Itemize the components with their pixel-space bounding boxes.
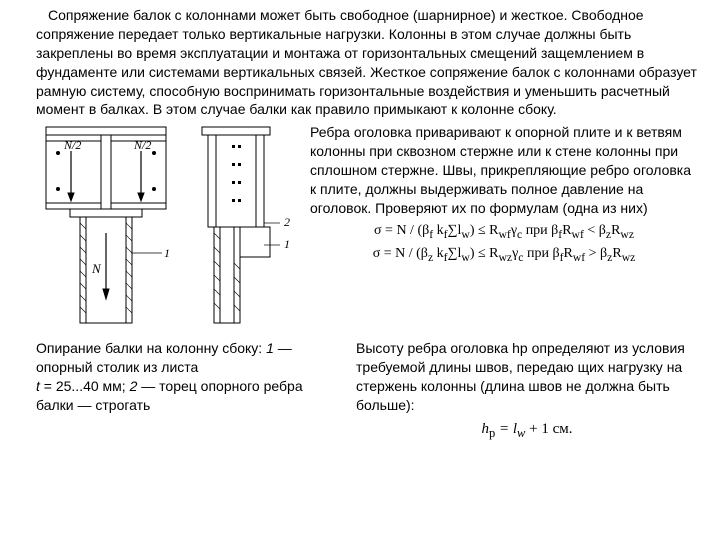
right-paragraph: Ребра оголовка приваривают к опорной пли… bbox=[310, 123, 698, 217]
intro-paragraph: Сопряжение балок с колоннами может быть … bbox=[36, 6, 698, 119]
formula-line-2: σ = N / (βz kf∑lw) ≤ Rwzγc при βfRwf > β… bbox=[310, 243, 698, 266]
label-N: N bbox=[91, 261, 102, 276]
formula-hp: hр = lw + 1 см. bbox=[356, 419, 698, 442]
intro-text: Сопряжение балок с колоннами может быть … bbox=[36, 7, 697, 117]
bottom-right-para: Высоту ребра оголовка hр определяют из у… bbox=[356, 339, 698, 415]
label-1-left: 1 bbox=[164, 246, 170, 260]
caption-left: Опирание балки на колонну сбоку: 1 — опо… bbox=[36, 339, 336, 441]
label-2: 2 bbox=[284, 215, 290, 229]
beam-column-diagram: N/2 N/2 N 1 bbox=[36, 123, 296, 333]
label-N2-right: N/2 bbox=[133, 138, 151, 152]
label-1-right: 1 bbox=[284, 237, 290, 251]
caption-right: Высоту ребра оголовка hр определяют из у… bbox=[356, 339, 698, 441]
middle-row: N/2 N/2 N 1 bbox=[36, 123, 698, 333]
right-text-block: Ребра оголовка приваривают к опорной пли… bbox=[310, 123, 698, 333]
label-N2-left: N/2 bbox=[63, 138, 81, 152]
bottom-row: Опирание балки на колонну сбоку: 1 — опо… bbox=[36, 339, 698, 441]
formula-block: σ = N / (βf kf∑lw) ≤ Rwfγc при βfRwf < β… bbox=[310, 220, 698, 267]
formula-line-1: σ = N / (βf kf∑lw) ≤ Rwfγc при βfRwf < β… bbox=[310, 220, 698, 243]
